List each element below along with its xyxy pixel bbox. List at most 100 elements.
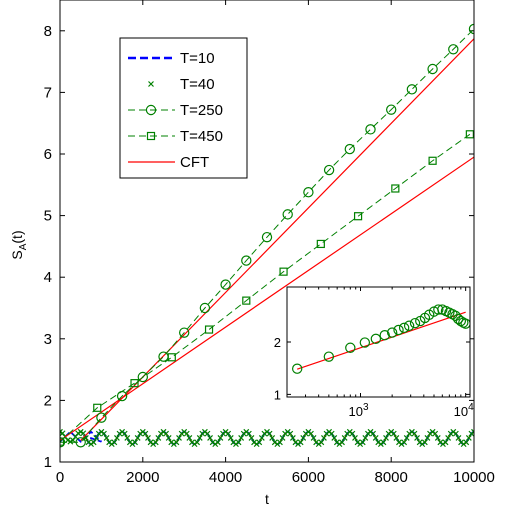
x-tick-label: 4000 bbox=[209, 469, 242, 486]
t40-marker bbox=[80, 430, 87, 437]
t40-marker bbox=[132, 439, 138, 446]
t40-marker bbox=[155, 435, 162, 441]
t40-marker bbox=[297, 439, 304, 446]
t40-marker bbox=[152, 439, 159, 446]
inset-marker bbox=[379, 329, 390, 341]
t40-marker bbox=[196, 435, 203, 441]
t40-marker bbox=[101, 430, 107, 437]
t40-marker bbox=[238, 435, 245, 441]
t250-marker bbox=[75, 437, 86, 448]
inset-marker bbox=[323, 351, 335, 362]
t250-series-line bbox=[60, 28, 474, 443]
t40-marker bbox=[331, 435, 338, 441]
y-tick-label: 5 bbox=[44, 208, 52, 225]
t40-marker bbox=[72, 433, 79, 440]
t40-marker bbox=[310, 435, 317, 441]
y-axis-label: SA(t) bbox=[9, 230, 29, 259]
t40-marker bbox=[390, 430, 397, 437]
inset-plot-frame bbox=[286, 286, 471, 398]
inset-marker bbox=[291, 363, 303, 374]
main-data-marks bbox=[60, 23, 474, 448]
t40-marker bbox=[256, 439, 263, 446]
t40-marker bbox=[401, 439, 408, 446]
t250-marker bbox=[199, 302, 211, 314]
x-tick-label: 10000 bbox=[453, 469, 495, 486]
t450-marker bbox=[465, 130, 474, 139]
t450-marker bbox=[204, 325, 214, 334]
t40-marker bbox=[287, 430, 294, 437]
t250-marker bbox=[220, 279, 231, 290]
y-tick-label: 3 bbox=[44, 331, 52, 348]
x-tick-label: 0 bbox=[56, 469, 64, 486]
t40-marker bbox=[173, 439, 180, 446]
t40-marker bbox=[248, 435, 255, 441]
t450-marker bbox=[353, 212, 363, 221]
t40-marker bbox=[60, 430, 66, 437]
t40-marker bbox=[393, 435, 400, 441]
t40-marker bbox=[383, 435, 389, 441]
t40-marker bbox=[103, 435, 110, 441]
t40-marker bbox=[341, 435, 348, 441]
t40-marker bbox=[279, 435, 286, 441]
t40-marker bbox=[362, 435, 369, 441]
y-tick-label: 4 bbox=[44, 269, 52, 286]
t250-marker bbox=[261, 231, 273, 243]
t250-marker bbox=[303, 186, 314, 198]
t40-marker bbox=[227, 435, 234, 441]
t450-marker bbox=[130, 379, 139, 388]
inset-marker bbox=[345, 342, 356, 353]
t40-marker bbox=[176, 435, 182, 441]
legend-label-t40: T=40 bbox=[180, 76, 215, 93]
t250-marker bbox=[406, 84, 418, 95]
t40-marker bbox=[93, 435, 100, 441]
x-tick-label: 6000 bbox=[292, 469, 325, 486]
t40-marker bbox=[90, 439, 97, 446]
t450-marker bbox=[391, 184, 400, 193]
t40-marker bbox=[432, 430, 439, 437]
t40-marker bbox=[124, 435, 131, 441]
t40-marker bbox=[277, 439, 283, 446]
legend-marker-t250 bbox=[145, 104, 157, 116]
y-tick-label: 8 bbox=[44, 23, 52, 40]
t450-marker bbox=[167, 353, 176, 362]
t40-marker bbox=[183, 430, 190, 437]
t40-marker bbox=[318, 439, 325, 446]
t40-marker bbox=[424, 435, 431, 441]
t40-marker bbox=[194, 439, 201, 446]
inset-marker bbox=[409, 317, 421, 329]
inset-y-tick-label: 2 bbox=[274, 335, 281, 350]
legend-label-t250: T=250 bbox=[180, 102, 223, 119]
main-plot-frame bbox=[59, 0, 475, 463]
t40-marker bbox=[403, 435, 410, 441]
t40-marker bbox=[328, 430, 335, 437]
legend-label-t450: T=450 bbox=[180, 128, 223, 145]
t40-marker bbox=[442, 439, 449, 446]
t250-marker bbox=[386, 104, 397, 115]
y-tick-label: 7 bbox=[44, 84, 52, 101]
t250-marker bbox=[137, 371, 148, 383]
t40-marker bbox=[452, 430, 459, 437]
t40-marker bbox=[142, 430, 149, 437]
t450-marker bbox=[279, 267, 288, 276]
t40-marker bbox=[145, 435, 151, 441]
t40-marker bbox=[300, 435, 307, 441]
t450-series-line bbox=[60, 133, 471, 443]
inset-x-tick-label: 103 bbox=[348, 402, 368, 419]
t40-marker bbox=[217, 435, 224, 441]
t40-marker bbox=[471, 428, 474, 435]
t250-marker bbox=[427, 63, 438, 75]
t40-marker bbox=[359, 439, 366, 446]
x-tick-label: 8000 bbox=[375, 469, 408, 486]
legend: T=10 T=40 T=250 T=450 CFT bbox=[119, 37, 248, 179]
inset-marker bbox=[370, 333, 382, 345]
t450-marker bbox=[428, 156, 437, 165]
t250-marker bbox=[448, 44, 459, 55]
t40-marker bbox=[269, 435, 276, 441]
inset-axis-ticks: 1 2 103 104 bbox=[274, 287, 474, 419]
t40-marker bbox=[339, 439, 345, 446]
y-tick-label: 2 bbox=[44, 392, 52, 409]
inset-marker bbox=[460, 318, 470, 329]
t40-marker bbox=[245, 430, 252, 437]
t250-marker bbox=[178, 327, 190, 338]
